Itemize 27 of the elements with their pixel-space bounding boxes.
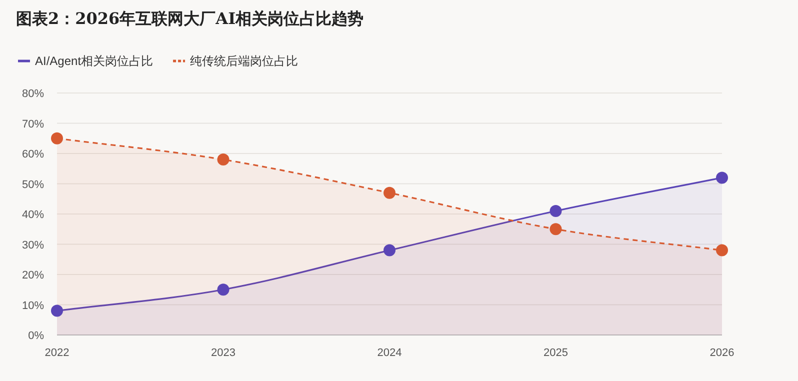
y-tick-label: 60% — [22, 148, 44, 160]
x-tick-label: 2022 — [44, 347, 70, 359]
y-tick-label: 70% — [22, 118, 44, 130]
x-tick-label: 2023 — [211, 347, 236, 359]
legend-label: 纯传统后端岗位占比 — [190, 54, 298, 68]
y-tick-label: 30% — [22, 239, 44, 252]
x-tick-label: 2024 — [377, 347, 402, 359]
legend-label: AI/Agent相关岗位占比 — [35, 54, 154, 68]
point — [217, 154, 230, 166]
point — [716, 172, 728, 184]
y-tick-label: 10% — [22, 300, 44, 312]
point — [51, 132, 63, 144]
x-tick-label: 2025 — [544, 347, 568, 359]
y-tick-label: 40% — [22, 209, 44, 221]
y-tick-label: 80% — [22, 88, 44, 100]
point — [217, 284, 230, 296]
point — [384, 244, 396, 256]
chart-title: 图表2：2026年互联网大厂AI相关岗位占比趋势 — [16, 9, 364, 28]
y-tick-label: 50% — [22, 178, 44, 191]
y-tick-label: 0% — [28, 330, 44, 342]
x-tick-label: 2026 — [710, 347, 734, 359]
y-tick-label: 20% — [22, 270, 44, 282]
point — [550, 204, 562, 217]
point — [384, 186, 396, 199]
point — [716, 244, 728, 256]
point — [550, 223, 562, 236]
point — [51, 304, 63, 317]
